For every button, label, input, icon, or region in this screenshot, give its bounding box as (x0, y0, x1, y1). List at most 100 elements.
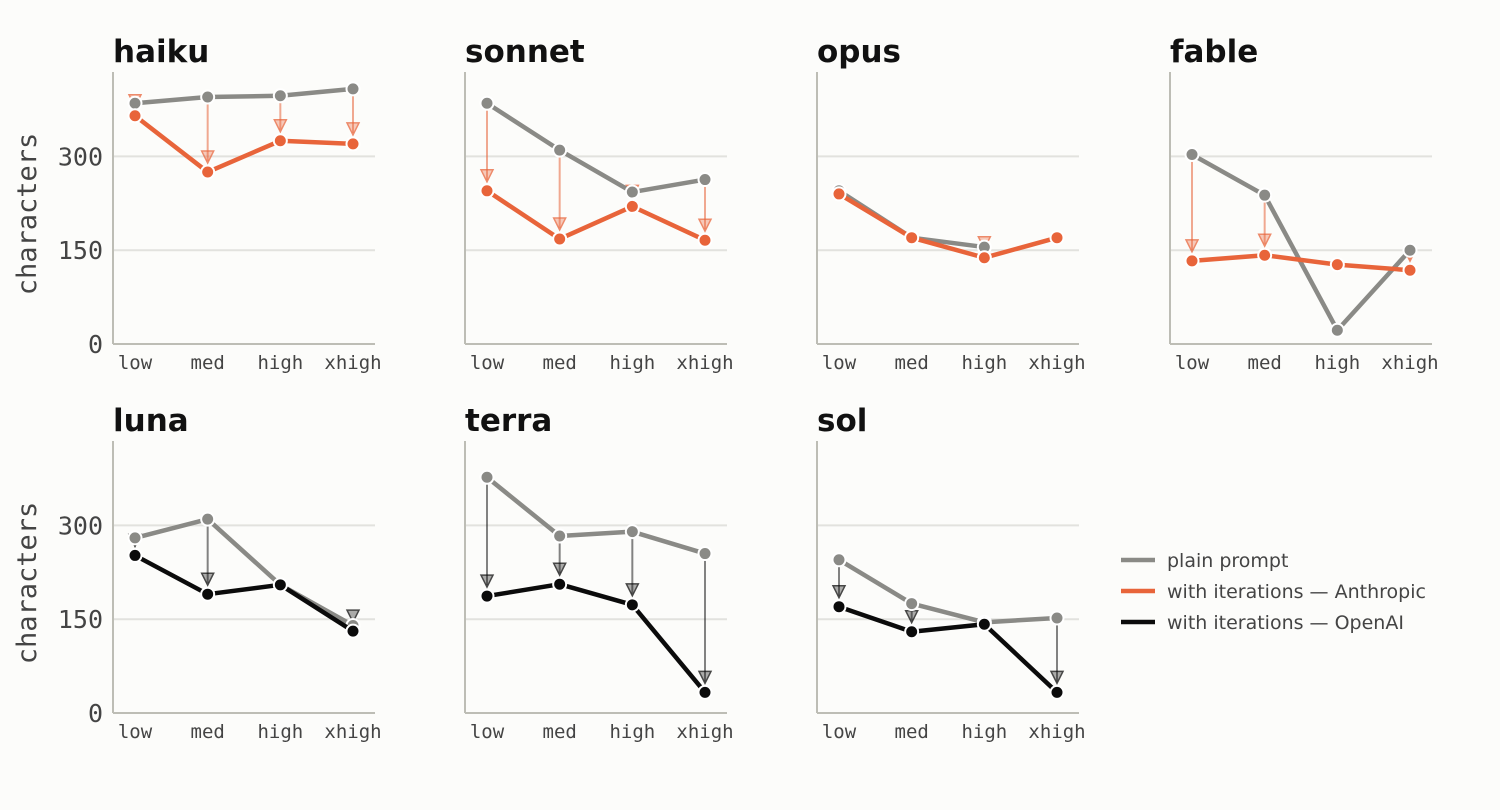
panel-title: terra (465, 403, 552, 439)
plain-prompt-point (552, 528, 568, 544)
y-tick-label: 300 (58, 142, 103, 171)
panel-haiku: haiku low med high xhigh 0 150 300 characters (12, 34, 382, 374)
iter-openai-point (552, 576, 568, 592)
plain-prompt-point (1257, 187, 1273, 203)
iter-anthropic-point (1329, 257, 1345, 273)
x-tick-label: med (191, 352, 225, 374)
iter-anthropic-point (345, 136, 361, 152)
x-tick-label: high (961, 721, 1007, 743)
panel-title: haiku (113, 34, 209, 70)
delta-arrow-head (273, 119, 288, 134)
plain-prompt-point (479, 469, 495, 485)
x-tick-label: high (1314, 352, 1360, 374)
delta-arrow-head (479, 574, 495, 589)
iter-anthropic-line (1191, 252, 1411, 273)
plain-prompt-point (1329, 322, 1345, 338)
panel-sonnet: sonnet low med high xhigh (464, 34, 734, 374)
plain-prompt-point (552, 142, 568, 158)
plain-prompt-line (485, 475, 706, 556)
delta-arrow-head (200, 572, 215, 587)
iter-openai-line (133, 553, 355, 633)
plain-prompt-point (831, 552, 847, 568)
iter-openai-point (697, 684, 713, 700)
iter-openai-point (976, 616, 992, 632)
iter-anthropic-point (479, 183, 495, 199)
x-tick-label: med (191, 721, 225, 743)
x-tick-label: high (961, 352, 1007, 374)
panel-terra: terra low med high xhigh (464, 403, 734, 743)
iter-anthropic-point (552, 231, 568, 247)
delta-arrow-head (200, 150, 215, 165)
plain-prompt-point (1049, 610, 1065, 626)
x-tick-label: high (609, 352, 655, 374)
iter-anthropic-point (1257, 247, 1273, 263)
delta-arrow-head (552, 217, 567, 232)
y-tick-label: 0 (88, 330, 103, 359)
panel-title: fable (1170, 34, 1258, 70)
delta-arrow-head (697, 218, 713, 233)
x-tick-label: low (470, 721, 505, 743)
plain-prompt-point (1184, 147, 1200, 163)
iter-anthropic-point (1049, 230, 1065, 246)
iter-anthropic-point (904, 230, 920, 246)
plain-prompt-point (272, 88, 288, 104)
panel-title: sonnet (465, 34, 585, 70)
x-tick-label: xhigh (1028, 352, 1085, 374)
y-tick-label: 150 (58, 605, 103, 634)
iter-openai-point (479, 588, 495, 604)
plain-prompt-line (134, 516, 355, 628)
panel-luna: luna low med high xhigh 0 150 300 characters (12, 403, 382, 743)
iter-openai-point (200, 586, 216, 602)
panel-title: sol (817, 403, 867, 439)
iter-anthropic-line (837, 192, 1058, 260)
iter-openai-point (624, 597, 640, 613)
plain-prompt-point (345, 81, 361, 97)
x-tick-label: xhigh (676, 352, 733, 374)
iter-openai-line (486, 581, 707, 694)
x-tick-label: low (822, 721, 857, 743)
delta-arrow-head (552, 562, 567, 577)
x-tick-label: med (895, 721, 929, 743)
y-tick-label: 300 (58, 511, 103, 540)
iter-anthropic-point (272, 133, 288, 149)
plain-prompt-point (127, 530, 143, 546)
x-tick-label: high (257, 352, 303, 374)
iter-openai-point (127, 547, 143, 563)
plain-prompt-point (200, 89, 216, 105)
legend: plain prompt with iterations — Anthropic w… (1121, 550, 1426, 634)
delta-arrow-head (479, 169, 495, 184)
x-tick-label: xhigh (324, 721, 381, 743)
y-axis-label: characters (12, 502, 43, 665)
plain-prompt-point (624, 184, 640, 200)
legend-label: with iterations — Anthropic (1167, 581, 1426, 603)
plain-prompt-point (1402, 242, 1418, 258)
iter-openai-point (345, 623, 361, 639)
iter-openai-point (904, 624, 920, 640)
x-tick-label: med (895, 352, 929, 374)
panel-opus: opus low med high xhigh (816, 34, 1086, 374)
delta-arrow-head (1257, 233, 1272, 248)
panel-sol: sol low med high xhigh (816, 403, 1086, 743)
iter-anthropic-line (485, 188, 706, 243)
plain-prompt-point (697, 546, 713, 562)
iter-anthropic-point (976, 250, 992, 266)
iter-anthropic-point (1184, 253, 1200, 269)
delta-arrow-head (345, 122, 361, 137)
x-tick-label: low (470, 352, 505, 374)
delta-arrow-head (625, 583, 640, 598)
iter-anthropic-point (200, 164, 216, 180)
delta-arrow-head (831, 584, 847, 600)
iter-anthropic-point (831, 186, 847, 202)
panel-title: opus (817, 34, 901, 70)
iter-openai-point (1049, 684, 1065, 700)
plain-prompt-line (837, 557, 1058, 625)
x-tick-label: xhigh (1028, 721, 1085, 743)
plain-prompt-line (485, 101, 706, 195)
x-tick-label: med (543, 721, 577, 743)
x-tick-label: low (822, 352, 857, 374)
delta-arrow-head (1184, 239, 1200, 254)
x-tick-label: low (1175, 352, 1210, 374)
delta-arrow-head (1049, 670, 1065, 686)
plain-prompt-point (624, 524, 640, 540)
